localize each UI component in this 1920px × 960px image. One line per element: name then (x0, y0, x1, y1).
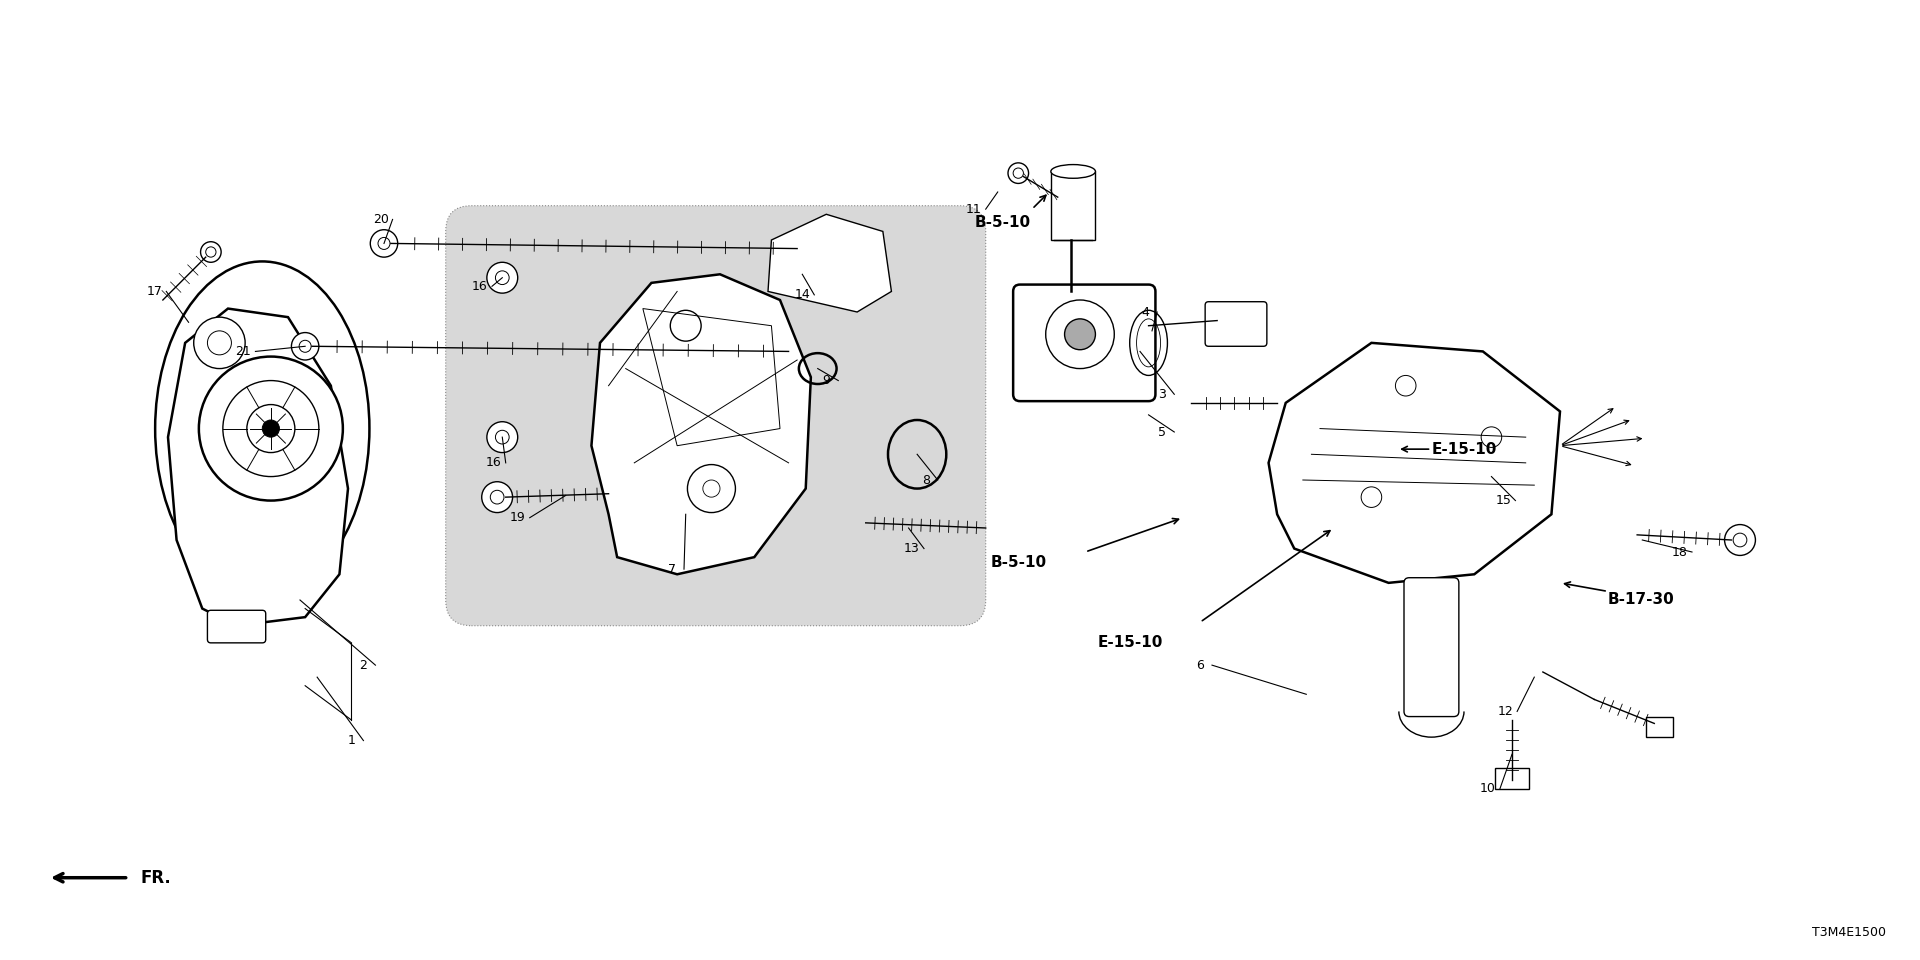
Text: 20: 20 (372, 213, 388, 226)
Text: 8: 8 (922, 473, 929, 487)
Circle shape (194, 317, 246, 369)
Text: B-17-30: B-17-30 (1609, 592, 1674, 608)
FancyBboxPatch shape (207, 611, 265, 643)
Text: 15: 15 (1496, 494, 1511, 507)
FancyBboxPatch shape (1206, 301, 1267, 347)
Polygon shape (1050, 172, 1096, 240)
Circle shape (482, 482, 513, 513)
Text: 4: 4 (1140, 305, 1148, 319)
Circle shape (488, 421, 518, 452)
Text: 19: 19 (511, 512, 526, 524)
Circle shape (488, 262, 518, 293)
Polygon shape (591, 275, 810, 574)
Text: 10: 10 (1480, 782, 1496, 795)
Text: 5: 5 (1158, 425, 1165, 439)
Text: 9: 9 (822, 374, 829, 387)
Polygon shape (169, 308, 348, 626)
Text: 21: 21 (236, 345, 252, 358)
Text: 16: 16 (472, 279, 488, 293)
Ellipse shape (1050, 164, 1096, 179)
Text: 11: 11 (966, 203, 981, 216)
Text: 3: 3 (1158, 388, 1165, 400)
Text: E-15-10: E-15-10 (1096, 636, 1162, 650)
Circle shape (371, 229, 397, 257)
FancyBboxPatch shape (445, 205, 985, 626)
Text: 6: 6 (1196, 659, 1204, 672)
Text: E-15-10: E-15-10 (1432, 442, 1498, 457)
FancyBboxPatch shape (1014, 284, 1156, 401)
FancyBboxPatch shape (1645, 716, 1672, 737)
Text: 1: 1 (348, 734, 355, 747)
Text: 2: 2 (359, 659, 367, 672)
Text: 17: 17 (146, 285, 161, 298)
Text: 12: 12 (1498, 705, 1513, 718)
Text: 14: 14 (795, 288, 810, 301)
Text: 16: 16 (486, 456, 501, 469)
Text: B-5-10: B-5-10 (975, 215, 1031, 230)
Circle shape (1064, 319, 1096, 349)
FancyBboxPatch shape (1496, 768, 1528, 788)
Circle shape (200, 356, 344, 500)
Polygon shape (1269, 343, 1559, 583)
Text: B-5-10: B-5-10 (991, 555, 1046, 570)
Circle shape (263, 420, 280, 437)
Polygon shape (768, 214, 891, 312)
Text: 18: 18 (1672, 545, 1688, 559)
Circle shape (292, 332, 319, 360)
Circle shape (1008, 163, 1029, 183)
Text: 7: 7 (668, 563, 676, 576)
Circle shape (1724, 524, 1755, 556)
Text: T3M4E1500: T3M4E1500 (1812, 926, 1885, 940)
Text: 13: 13 (904, 542, 920, 555)
Text: FR.: FR. (140, 869, 171, 887)
Circle shape (200, 242, 221, 262)
FancyBboxPatch shape (1404, 578, 1459, 716)
